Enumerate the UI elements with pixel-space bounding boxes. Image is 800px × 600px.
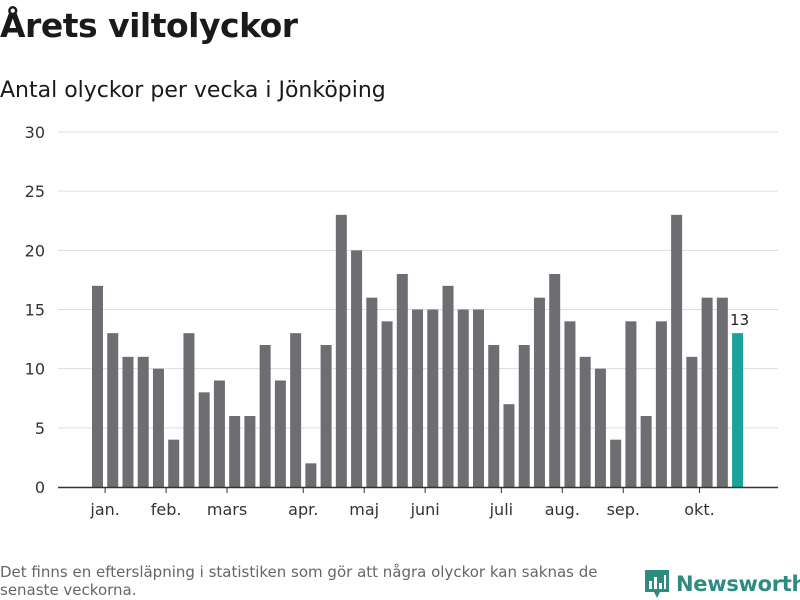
bar — [198, 392, 210, 487]
y-tick-label: 25 — [25, 182, 45, 201]
data-label: 13 — [730, 311, 749, 329]
bar — [671, 214, 683, 488]
x-axis: jan. feb. mars apr. maj juni juli aug. sep. okt. — [58, 486, 778, 519]
bar — [152, 368, 164, 487]
x-tick-label: okt. — [684, 500, 714, 519]
bar — [549, 274, 561, 487]
bar — [564, 321, 576, 487]
bar — [701, 297, 713, 487]
bar — [732, 333, 744, 487]
bar — [274, 380, 286, 487]
data-labels: 13 — [730, 311, 749, 329]
bar — [640, 416, 652, 487]
brand: Newsworthy — [644, 568, 800, 600]
bar — [335, 214, 347, 488]
bar — [92, 285, 103, 487]
bar — [396, 274, 408, 487]
bar — [716, 297, 728, 487]
bar — [533, 297, 545, 487]
footnote: Det finns en eftersläpning i statistiken… — [0, 563, 598, 599]
bar — [457, 309, 469, 487]
bar — [594, 368, 606, 487]
bar — [305, 463, 317, 487]
bar — [473, 309, 484, 487]
bar — [442, 285, 454, 487]
bar — [655, 321, 667, 487]
bar — [625, 321, 637, 487]
y-tick-label: 20 — [25, 241, 45, 260]
bar — [320, 345, 332, 487]
chart-title: Årets viltolyckor — [0, 6, 298, 45]
bar — [366, 297, 378, 487]
x-tick-label: juli — [489, 500, 513, 519]
x-tick-label: sep. — [607, 500, 640, 519]
bar — [229, 416, 241, 487]
bar — [259, 345, 271, 487]
bar — [183, 333, 195, 487]
y-tick-label: 0 — [35, 478, 45, 497]
chart-subtitle: Antal olyckor per vecka i Jönköping — [0, 78, 386, 103]
bar — [168, 439, 180, 487]
bar — [686, 356, 698, 487]
y-tick-label: 5 — [35, 419, 45, 438]
y-tick-label: 15 — [25, 301, 45, 320]
bar — [488, 345, 500, 487]
x-tick-label: apr. — [288, 500, 318, 519]
bar — [427, 309, 439, 487]
x-tick-label: maj — [349, 500, 379, 519]
x-tick-label: jan. — [89, 500, 119, 519]
brand-name: Newsworthy — [676, 572, 800, 596]
bar — [107, 333, 119, 487]
bar — [518, 345, 530, 487]
newsworthy-logo-icon — [645, 570, 669, 598]
x-tick-label: feb. — [151, 500, 182, 519]
x-tick-label: mars — [207, 500, 247, 519]
bar — [122, 356, 134, 487]
bar — [579, 356, 591, 487]
x-tick-label: juni — [410, 500, 440, 519]
bar — [381, 321, 393, 487]
y-axis-ticks: 0 5 10 15 20 25 30 — [25, 123, 45, 497]
bar — [351, 250, 363, 487]
bar — [213, 380, 225, 487]
bar — [412, 309, 424, 487]
y-tick-label: 30 — [25, 123, 45, 142]
y-tick-label: 10 — [25, 360, 45, 379]
x-tick-label: aug. — [545, 500, 580, 519]
bar — [503, 404, 515, 487]
bars — [92, 214, 744, 488]
bar — [290, 333, 302, 487]
bar — [610, 439, 622, 487]
bar — [244, 416, 256, 487]
bar — [137, 356, 149, 487]
